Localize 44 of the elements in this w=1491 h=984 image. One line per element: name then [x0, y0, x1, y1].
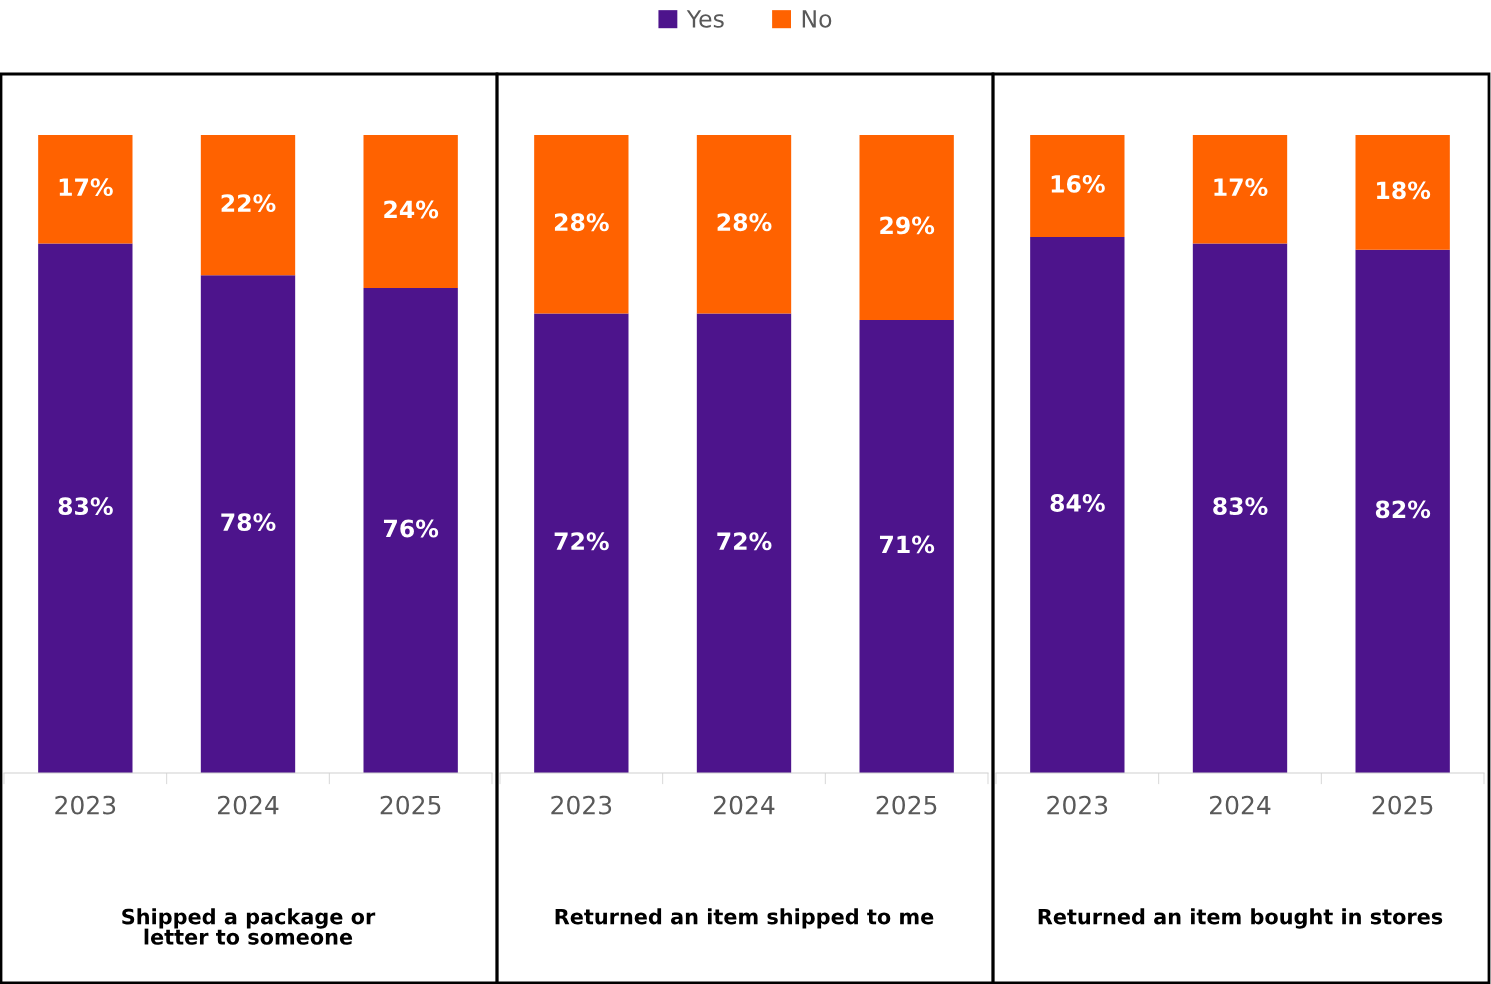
data-label: 24%	[384, 200, 439, 219]
data-label: 22%	[221, 194, 276, 213]
data-label: 71%	[879, 535, 935, 554]
data-label: 17%	[59, 178, 113, 197]
x-tick-label: 2023	[55, 795, 116, 815]
bar	[38, 243, 133, 773]
legend-label: Yes	[686, 10, 724, 28]
data-label: 76%	[383, 519, 439, 538]
bar	[200, 134, 296, 276]
x-axis-title: Returned an item bought in stores	[1038, 908, 1443, 929]
bar	[1355, 249, 1450, 773]
x-tick-label: 2023	[1047, 795, 1108, 815]
data-label: 84%	[1050, 494, 1105, 512]
bar	[1192, 243, 1288, 773]
x-tick-label: 2025	[876, 795, 937, 815]
data-label: 72%	[554, 532, 609, 551]
data-label: 78%	[221, 513, 276, 532]
legend-label: No	[802, 10, 832, 28]
bar	[38, 134, 133, 244]
data-label: 16%	[1051, 175, 1105, 193]
bar	[1192, 134, 1288, 244]
x-tick-label: 2023	[551, 795, 612, 815]
bar	[1030, 237, 1125, 773]
data-label: 82%	[1375, 500, 1431, 519]
data-label: 83%	[58, 497, 113, 516]
x-tick-label: 2025	[380, 795, 441, 815]
data-label: 28%	[717, 213, 772, 232]
bar	[363, 134, 458, 289]
x-axis-title: Shipped a package or letter to someone	[122, 908, 376, 945]
data-label: 72%	[717, 532, 772, 551]
bar	[1030, 134, 1125, 238]
x-tick-label: 2024	[218, 795, 279, 815]
bar	[363, 288, 458, 773]
bar	[200, 275, 296, 773]
data-label: 29%	[880, 216, 935, 235]
bar	[1355, 134, 1450, 250]
data-label: 28%	[554, 213, 609, 232]
x-tick-label: 2025	[1372, 795, 1433, 815]
data-label: 17%	[1214, 178, 1268, 197]
x-axis-title: Returned an item shipped to me	[555, 908, 934, 929]
data-label: 18%	[1377, 181, 1431, 200]
data-label: 83%	[1213, 497, 1268, 516]
x-tick-label: 2024	[714, 795, 775, 815]
x-tick-label: 2024	[1210, 795, 1271, 815]
